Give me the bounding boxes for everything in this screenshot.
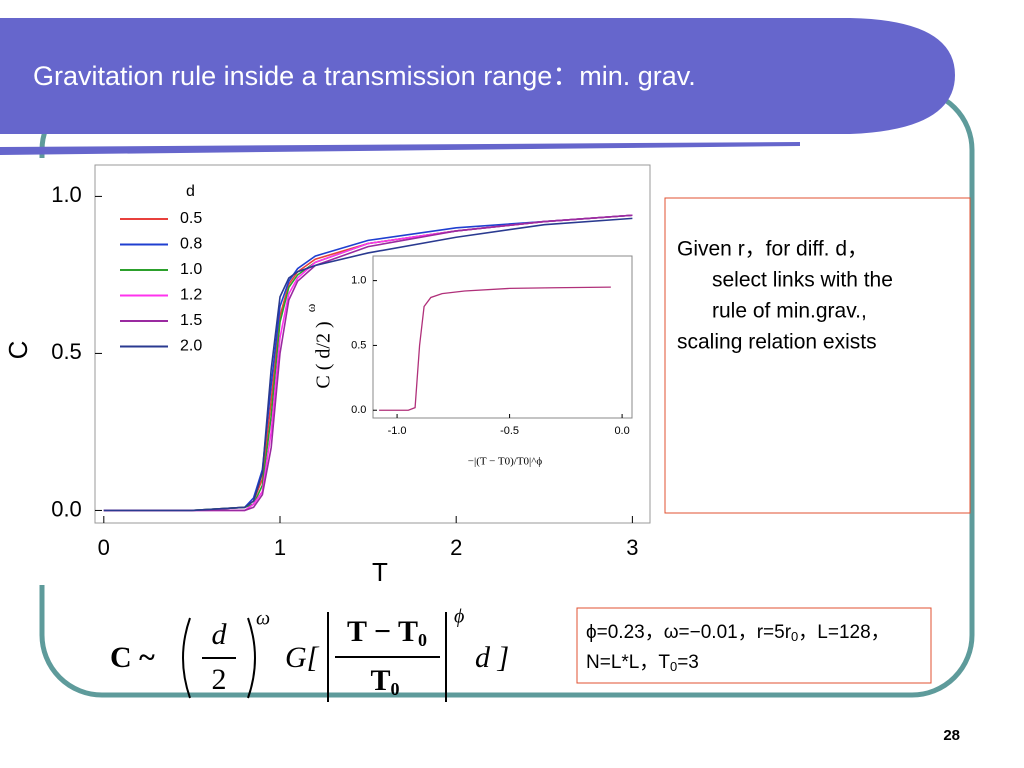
formula-exp: ω	[256, 608, 270, 630]
x-tick-label: -1.0	[388, 425, 407, 437]
legend-label: 0.5	[180, 210, 202, 227]
params-box	[576, 607, 932, 684]
paren	[182, 617, 256, 699]
params-sub: 0	[670, 659, 677, 674]
params-text: ϕ=0.23，ω=−0.01，r=5r	[586, 622, 792, 643]
y-axis-label: C ( d/2 )	[313, 321, 335, 388]
note-line: scaling relation exists	[677, 331, 877, 354]
banner-stripe	[0, 142, 800, 155]
params-line: ϕ=0.23，ω=−0.01，r=5r0，L=128，	[586, 622, 890, 644]
note-box	[664, 197, 971, 514]
x-tick-label: 0	[98, 535, 110, 560]
note-line: Given r，for diff. d，	[677, 238, 868, 261]
x-tick-label: 1	[274, 535, 286, 560]
x-tick-label: -0.5	[500, 425, 519, 437]
title-banner	[0, 18, 955, 134]
note-line: rule of min.grav.,	[712, 300, 867, 323]
params-text: ，L=128，	[798, 622, 889, 643]
y-tick-label: 1.0	[51, 182, 82, 207]
formula-tnum: T − T0	[347, 615, 427, 650]
formula: C ~ d 2 ω G[ T − T0 T0 ϕ d ]	[110, 606, 509, 702]
formula-part: T	[370, 664, 390, 697]
legend-label: 2.0	[180, 338, 202, 355]
x-tick-label: 3	[626, 535, 638, 560]
data-line	[103, 214, 633, 512]
y-axis-label: C	[3, 341, 33, 360]
y-tick-label: 1.0	[351, 275, 366, 287]
params-line: N=L*L，T0=3	[586, 652, 699, 674]
params-text: N=L*L，T	[586, 652, 670, 673]
formula-exp: ϕ	[454, 606, 464, 628]
y-axis-label-exp: ω	[303, 303, 318, 312]
legend-label: 0.8	[180, 236, 202, 253]
formula-sub: 0	[418, 630, 427, 650]
y-tick-label: 0.5	[51, 339, 82, 364]
y-tick-label: 0.0	[51, 496, 82, 521]
x-tick-label: 2	[450, 535, 462, 560]
formula-g: G[	[285, 641, 320, 674]
slide-title: Gravitation rule inside a transmission r…	[33, 61, 696, 91]
formula-den: 2	[212, 663, 227, 696]
legend-title: d	[186, 183, 195, 200]
x-axis-label: −|(T − T0)/T0|^ϕ	[468, 456, 543, 468]
y-tick-label: 0.5	[351, 339, 366, 351]
data-line	[103, 217, 633, 512]
formula-lhs: C ~	[110, 641, 155, 674]
plot-frame	[372, 255, 633, 419]
legend-label: 1.2	[180, 287, 202, 304]
page-number: 28	[943, 727, 960, 744]
params-sub: 0	[791, 629, 798, 644]
formula-tden: T0	[370, 664, 399, 699]
y-tick-label: 0.0	[351, 404, 366, 416]
note-line: select links with the	[712, 269, 893, 292]
params-text: =3	[677, 652, 699, 673]
data-line	[379, 286, 611, 411]
legend-label: 1.5	[180, 312, 202, 329]
x-axis-label: T	[372, 557, 388, 587]
formula-part: T − T	[347, 615, 418, 648]
formula-tail: d ]	[475, 641, 509, 674]
legend-label: 1.0	[180, 261, 202, 278]
x-tick-label: 0.0	[614, 425, 629, 437]
formula-num: d	[212, 618, 228, 651]
formula-sub: 0	[391, 679, 400, 699]
